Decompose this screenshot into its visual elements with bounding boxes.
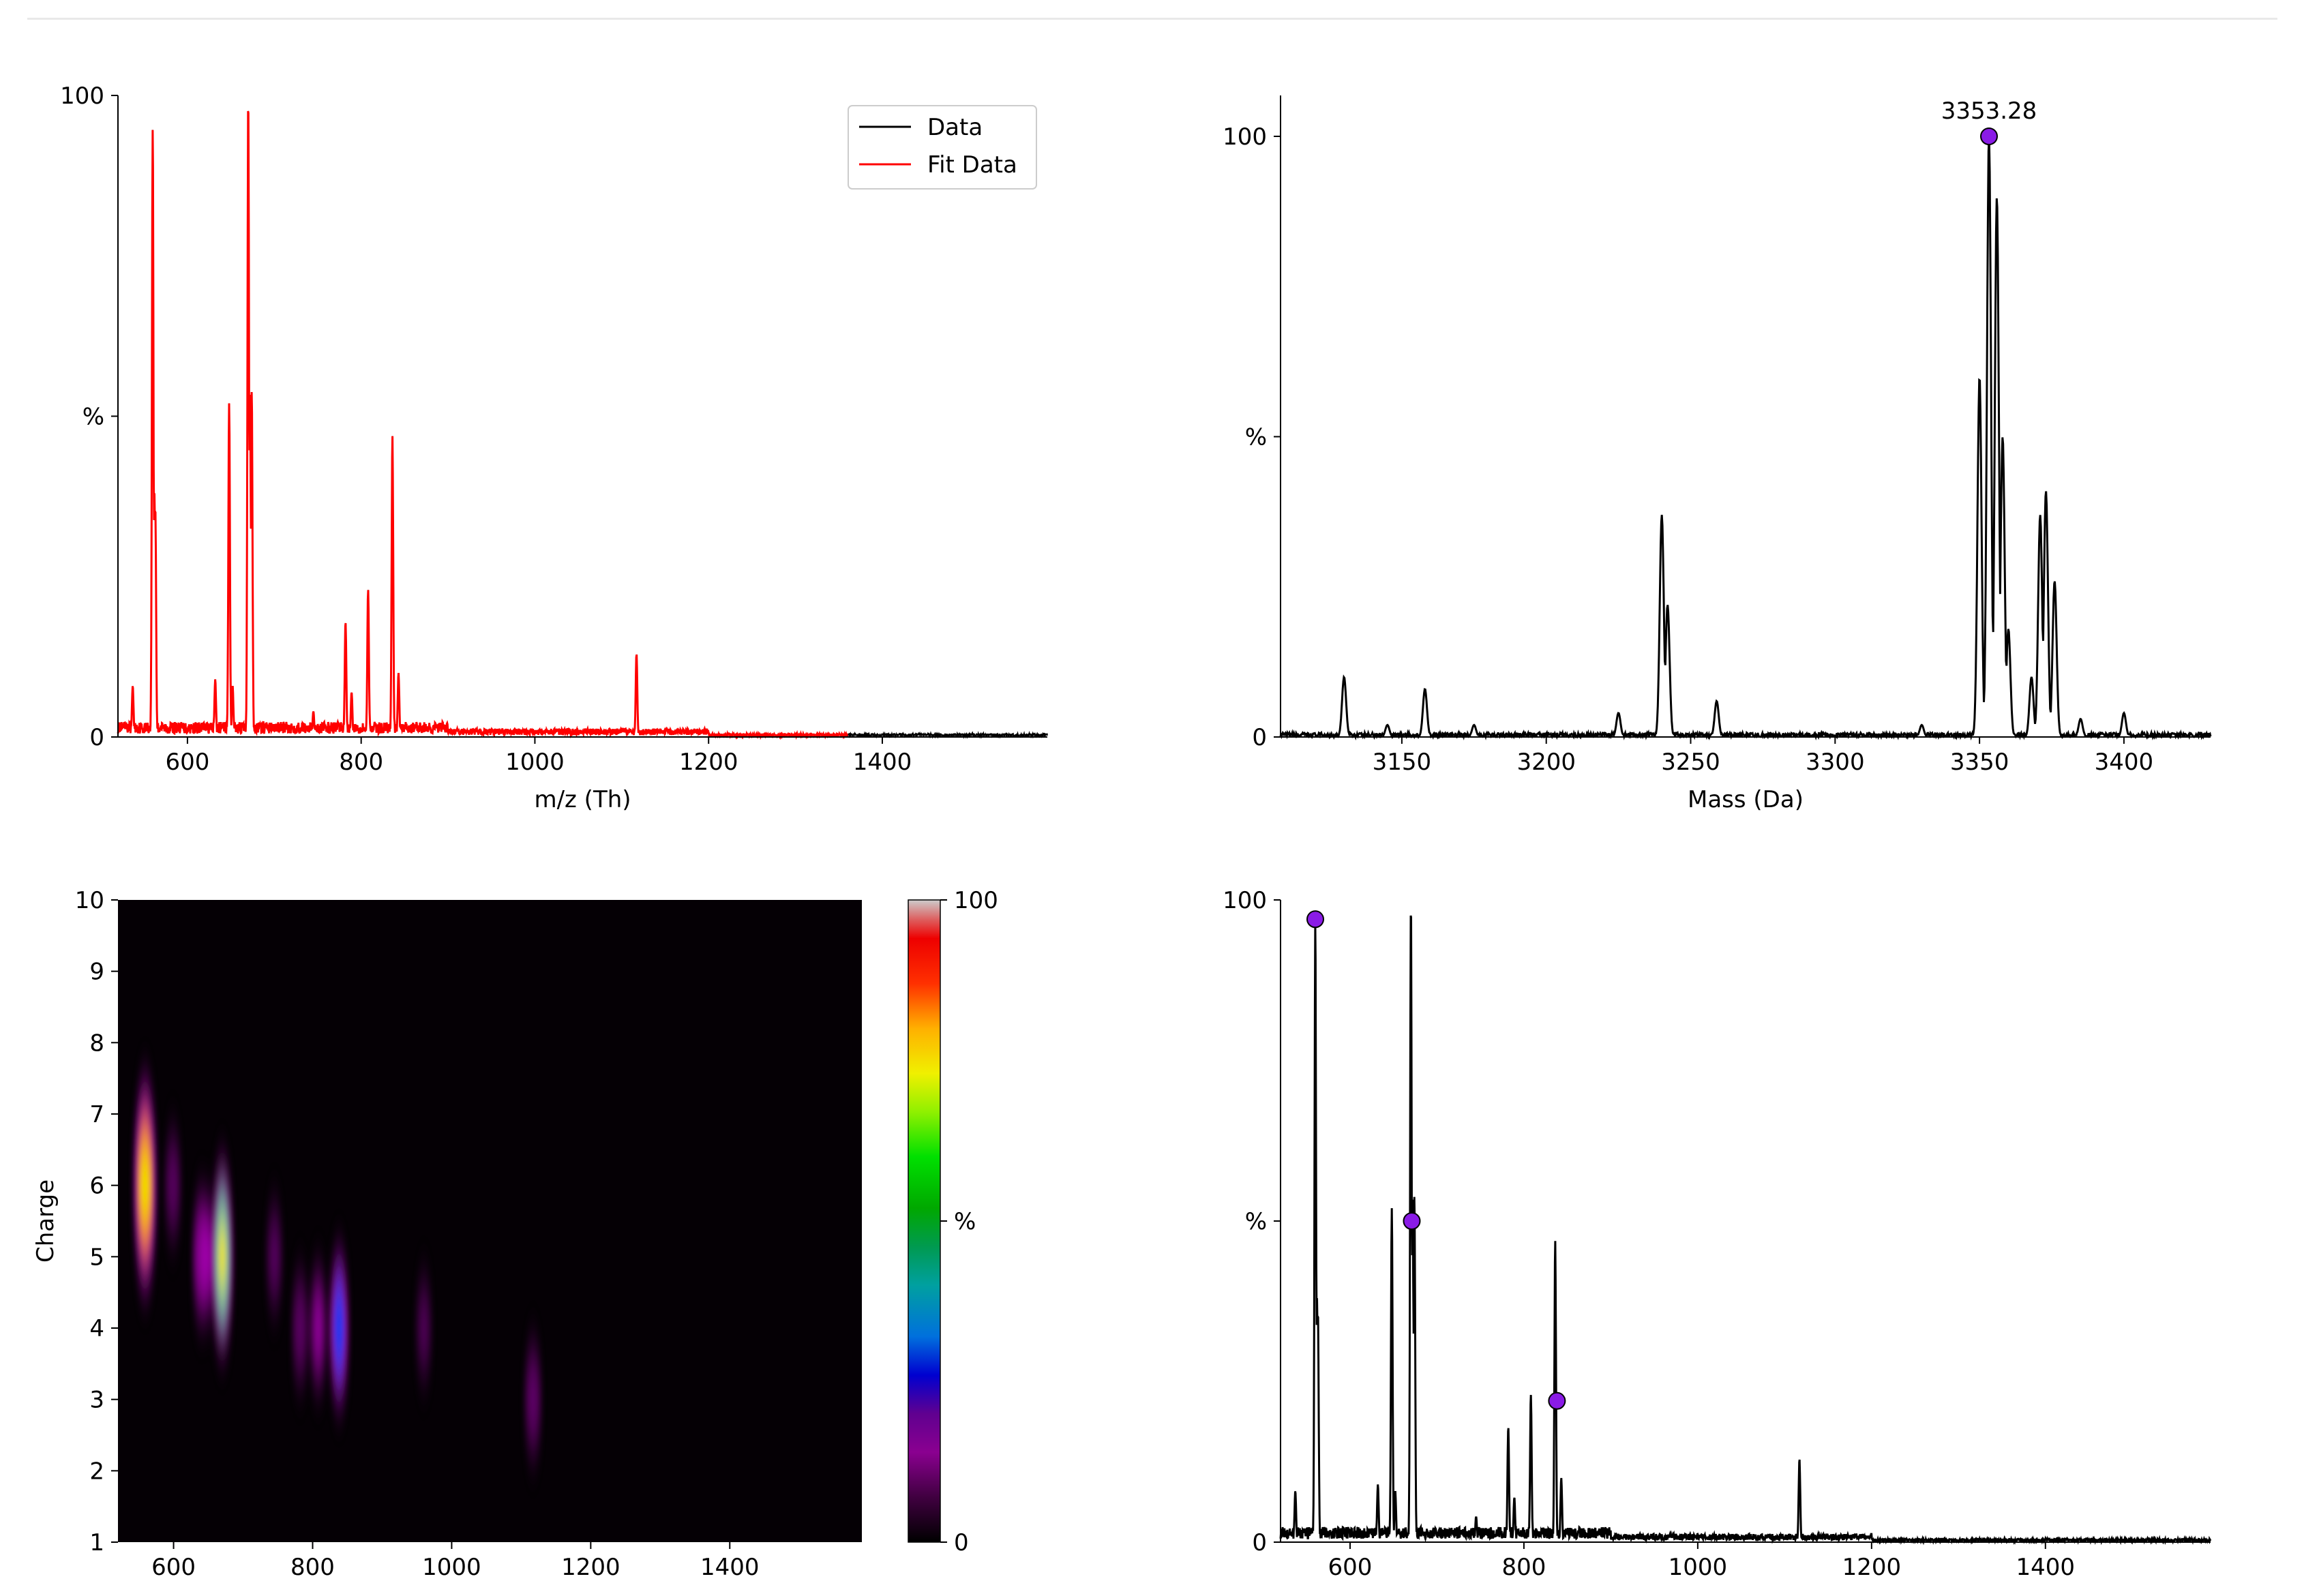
peak-marker [1980, 127, 1999, 145]
heatmap-cell [140, 1149, 151, 1222]
x-tick-label: 800 [1501, 1554, 1546, 1581]
legend-entry-fit-data: Fit Data [927, 151, 1017, 179]
x-axis-label: Mass (Da) [1688, 786, 1804, 813]
y-tick-label: 5 [89, 1244, 104, 1271]
x-tick-label: 3200 [1516, 749, 1576, 776]
y-tick-label: % [1245, 1208, 1267, 1235]
x-tick-label: 600 [165, 749, 209, 776]
peak-trace [1279, 915, 2212, 1546]
y-tick-label: % [1245, 424, 1267, 451]
x-tick-label: 600 [1328, 1554, 1373, 1581]
y-tick-label: 8 [89, 1029, 104, 1057]
y-tick-label: 100 [60, 82, 104, 110]
charge-heatmap-panel: 600 800 1000 1200 1400 1 2 3 4 5 6 7 8 9 10 Charge 0% 1… [32, 887, 998, 1581]
heatmap-cell [168, 1151, 177, 1220]
y-tick-label: 0 [1252, 1529, 1267, 1556]
x-tick-label: 1200 [679, 749, 738, 776]
x-tick-label: 3350 [1950, 749, 2009, 776]
y-tick-label: 4 [89, 1315, 104, 1342]
x-tick-label: 1000 [1669, 1554, 1728, 1581]
y-tick-label: 9 [89, 959, 104, 986]
fit-data-trace [117, 110, 848, 740]
mz-spectrum-panel: 600 800 1000 1200 1400 0% 100 m/z (Th) Data Fi… [60, 82, 1049, 813]
peak-marker [1403, 1212, 1421, 1230]
heatmap-cell [217, 1224, 227, 1289]
top-divider [27, 18, 2277, 20]
colorbar-tick-label: % [954, 1208, 976, 1235]
y-axis-label: Charge [32, 1179, 59, 1263]
heatmap-cell [270, 1223, 279, 1290]
x-tick-label: 800 [339, 749, 383, 776]
x-tick-label: 800 [290, 1554, 335, 1581]
y-tick-label: 7 [89, 1101, 104, 1128]
colorbar-tick-label: 100 [954, 887, 998, 914]
mass-trace [1279, 137, 2212, 741]
heatmap-cell [333, 1281, 345, 1375]
heatmap-cell [295, 1293, 305, 1363]
y-tick-label: 0 [1252, 724, 1267, 751]
heatmap-cell [419, 1295, 428, 1361]
y-tick-label: 100 [1223, 887, 1267, 914]
peak-label: 3353.28 [1941, 97, 2037, 125]
x-tick-label: 1000 [505, 749, 565, 776]
colorbar-tick-label: 0 [954, 1529, 969, 1556]
y-tick-label: 100 [1223, 123, 1267, 151]
y-tick-label: 10 [75, 887, 104, 914]
peak-marker [1548, 1391, 1566, 1410]
peak-marker [1306, 910, 1324, 929]
x-tick-label: 3250 [1661, 749, 1720, 776]
x-tick-label: 1400 [700, 1554, 760, 1581]
heatmap-cell [528, 1364, 538, 1435]
x-tick-label: 3150 [1373, 749, 1432, 776]
heatmap-cell [313, 1291, 323, 1366]
x-tick-label: 1200 [561, 1554, 620, 1581]
x-tick-label: 1400 [853, 749, 912, 776]
x-tick-label: 1000 [422, 1554, 481, 1581]
x-axis-label: m/z (Th) [534, 786, 631, 813]
legend-entry-data: Data [927, 114, 983, 141]
x-tick-label: 3400 [2095, 749, 2154, 776]
y-tick-label: 1 [89, 1529, 104, 1556]
y-tick-label: 3 [89, 1387, 104, 1414]
x-tick-label: 1200 [1842, 1554, 1902, 1581]
y-tick-label: % [83, 404, 104, 431]
y-tick-label: 2 [89, 1458, 104, 1485]
x-tick-label: 3300 [1806, 749, 1865, 776]
legend: Data Fit Data [848, 105, 1037, 190]
y-tick-label: 0 [89, 724, 104, 751]
x-tick-label: 600 [151, 1554, 196, 1581]
heatmap-area [118, 900, 862, 1542]
peak-spectrum-panel: 600 800 1000 1200 1400 0% 100 [1223, 887, 2212, 1581]
colorbar [908, 899, 941, 1543]
data-trace [117, 110, 1049, 740]
heatmap-cell [202, 1218, 212, 1295]
y-tick-label: 6 [89, 1173, 104, 1200]
x-tick-label: 1400 [2016, 1554, 2076, 1581]
